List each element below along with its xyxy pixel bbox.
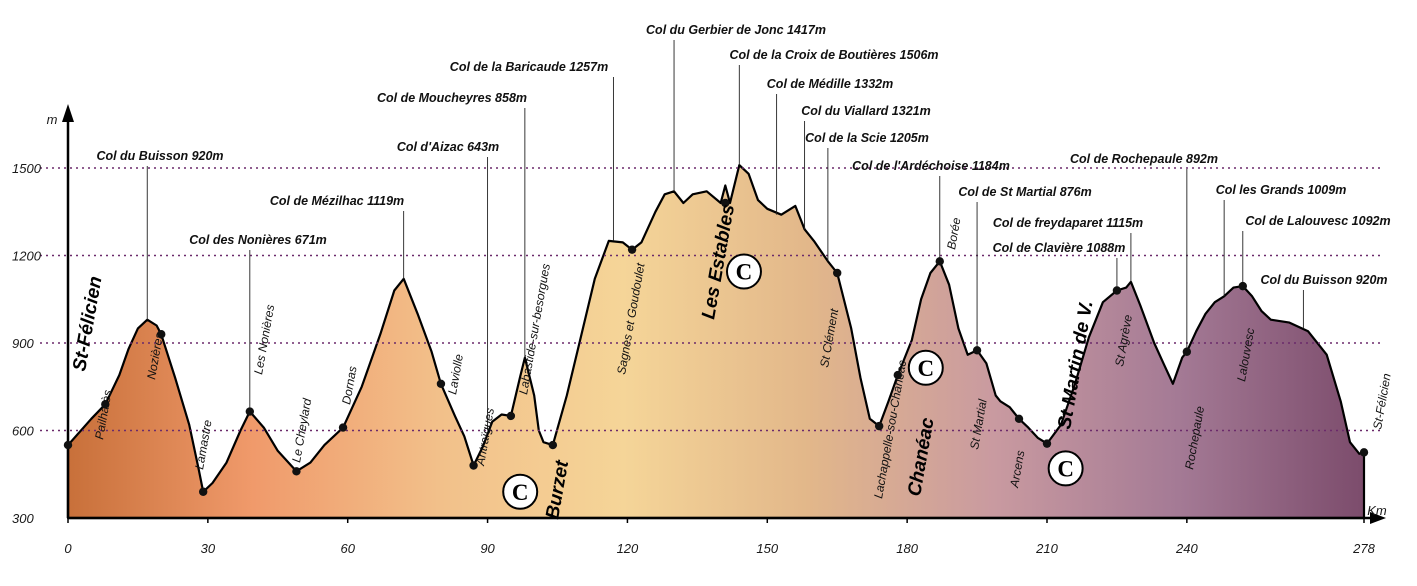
col-label: Col du Buisson 920m xyxy=(96,149,223,163)
town-dot xyxy=(1112,286,1122,295)
town-dot xyxy=(972,346,982,355)
col-label: Col du Buisson 920m xyxy=(1260,273,1387,287)
y-tick-label-300: 300 xyxy=(12,511,34,526)
town-label: Arcens xyxy=(1007,449,1027,489)
col-label: Col de Lalouvesc 1092m xyxy=(1245,214,1390,228)
col-label: Col de St Martial 876m xyxy=(958,185,1091,199)
y-tick-label-900: 900 xyxy=(12,336,34,351)
y-tick-label-600: 600 xyxy=(12,424,34,439)
col-label: Col du Gerbier de Jonc 1417m xyxy=(646,23,826,37)
town-dot xyxy=(627,245,637,254)
town-dot xyxy=(1182,347,1192,356)
town-dot xyxy=(506,411,516,421)
x-tick-label-30: 30 xyxy=(201,541,216,556)
col-label: Col du Viallard 1321m xyxy=(801,104,930,118)
col-label: Col de Rochepaule 892m xyxy=(1070,152,1218,166)
town-label: St-Félicien xyxy=(69,275,106,373)
x-axis-label: Km xyxy=(1367,503,1387,518)
col-label: Col de la Croix de Boutières 1506m xyxy=(729,48,938,62)
x-tick-label-240: 240 xyxy=(1175,541,1198,556)
town-dot xyxy=(436,379,446,389)
col-label: Col de freydaparet 1115m xyxy=(993,216,1143,230)
x-axis-arrow xyxy=(1370,512,1386,524)
town-dot xyxy=(1014,414,1024,424)
col-label: Col d'Aizac 643m xyxy=(397,140,499,154)
town-dot xyxy=(548,440,558,450)
elevation-area xyxy=(66,164,1366,520)
town-label: Laviolle xyxy=(445,353,466,396)
col-label: Col des Nonières 671m xyxy=(189,233,327,247)
town-label: Lamastre xyxy=(192,419,215,471)
col-label: Col de la Baricaude 1257m xyxy=(450,60,608,74)
town-dot xyxy=(245,407,255,416)
town-label: Les Nonières xyxy=(251,303,277,375)
town-dot xyxy=(721,198,730,208)
col-label: Col de Médille 1332m xyxy=(767,77,893,91)
campsite-label: C xyxy=(736,260,753,285)
town-dot xyxy=(1359,448,1369,457)
town-dot xyxy=(1042,439,1052,448)
campsite-icon xyxy=(502,473,539,510)
town-label: St-Félicien xyxy=(1370,372,1394,431)
town-dot xyxy=(157,330,166,339)
campsite-label: C xyxy=(917,356,934,381)
x-tick-label-60: 60 xyxy=(340,541,355,556)
y-tick-label-1500: 1500 xyxy=(12,161,42,176)
col-label: Col les Grands 1009m xyxy=(1216,183,1347,197)
x-tick-label-150: 150 xyxy=(756,541,778,556)
x-tick-label-278: 278 xyxy=(1352,541,1375,556)
town-label: Borée xyxy=(944,216,963,250)
x-tick-label-90: 90 xyxy=(480,541,495,556)
col-label: Col de Clavière 1088m xyxy=(993,241,1126,255)
town-label: Dornas xyxy=(339,365,360,406)
x-tick-label-210: 210 xyxy=(1035,541,1058,556)
col-label: Col de Moucheyres 858m xyxy=(377,91,527,105)
col-label: Col de l'Ardéchoise 1184m xyxy=(852,159,1010,173)
campsite-icon xyxy=(907,349,944,386)
x-tick-label-120: 120 xyxy=(617,541,639,556)
campsite-label: C xyxy=(1057,456,1074,481)
town-label: Labastide-sur-besorgues xyxy=(516,263,553,396)
town-dot xyxy=(198,487,208,496)
town-dot xyxy=(935,257,944,266)
town-dot xyxy=(1238,281,1247,291)
campsite-icon xyxy=(1047,450,1084,487)
town-dot xyxy=(833,268,842,278)
x-tick-label-180: 180 xyxy=(896,541,918,556)
x-tick-label-0: 0 xyxy=(64,541,72,556)
town-dot xyxy=(469,461,478,470)
town-dot xyxy=(292,467,301,476)
town-dot xyxy=(63,440,73,450)
y-axis-label: m xyxy=(47,112,58,127)
col-label: Col de Mézilhac 1119m xyxy=(270,194,404,208)
col-label: Col de la Scie 1205m xyxy=(805,131,929,145)
town-dot xyxy=(893,370,903,380)
town-dot xyxy=(338,423,348,432)
y-tick-label-1200: 1200 xyxy=(12,249,42,264)
campsite-label: C xyxy=(512,480,529,505)
town-dot xyxy=(874,421,884,431)
town-dot xyxy=(101,400,110,409)
y-axis-arrow xyxy=(62,104,74,122)
campsite-icon xyxy=(725,253,762,290)
